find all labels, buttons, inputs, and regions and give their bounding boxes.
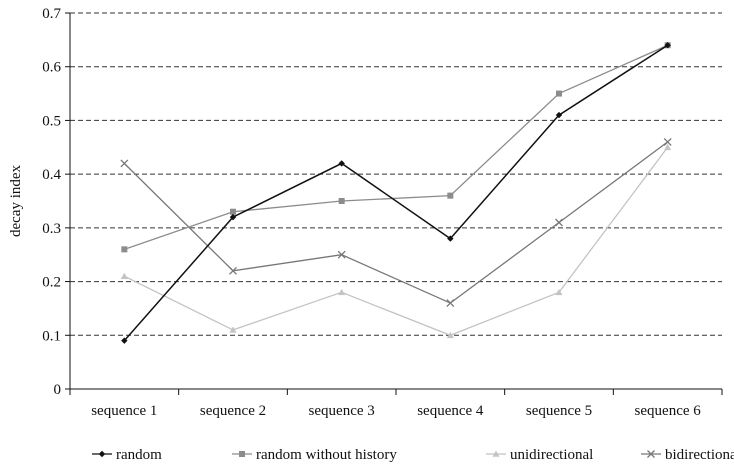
y-tick-label: 0.7 xyxy=(42,6,61,22)
data-point-random xyxy=(121,337,128,344)
legend-item-unidirectional: unidirectional xyxy=(486,447,593,463)
data-point-random-without-history xyxy=(447,192,454,199)
data-point-unidirectional xyxy=(664,143,672,151)
gridlines xyxy=(70,12,722,336)
y-tick-label: 0 xyxy=(54,382,62,398)
legend-item-bidirectional: bidirectional xyxy=(641,447,734,463)
data-point-random xyxy=(664,42,671,49)
x-tick-label: sequence 5 xyxy=(526,403,592,419)
y-axis-title: decay index xyxy=(8,164,24,237)
series-line-random-without-history xyxy=(124,44,668,250)
data-point-unidirectional xyxy=(229,326,237,333)
x-tick-label: sequence 1 xyxy=(91,403,157,419)
axes: 0 0.1 0.2 0.3 0.4 0.5 0.6 0.7 sequence 1 sequence… xyxy=(8,6,723,419)
data-point-bidirectional xyxy=(120,159,129,168)
legend-marker xyxy=(492,450,500,457)
series-line-unidirectional xyxy=(124,146,669,336)
data-point-unidirectional xyxy=(555,288,563,296)
legend-marker xyxy=(239,451,245,457)
y-tick-label: 0.1 xyxy=(42,328,61,344)
data-point-random-without-history xyxy=(230,208,236,215)
series-line-random xyxy=(123,44,669,342)
legend-label: bidirectional xyxy=(665,447,734,463)
legend-item-random: random xyxy=(92,447,162,463)
legend-label: random without history xyxy=(256,447,397,463)
data-point-random xyxy=(229,213,237,221)
x-tick-label: sequence 2 xyxy=(200,403,266,419)
data-point-unidirectional xyxy=(338,288,346,296)
y-tick-label: 0.4 xyxy=(42,167,61,183)
y-tick-label: 0.5 xyxy=(42,113,61,129)
data-point-unidirectional xyxy=(120,272,128,279)
x-tick-label: sequence 4 xyxy=(417,403,484,419)
data-point-bidirectional xyxy=(337,250,346,259)
legend-label: unidirectional xyxy=(510,447,593,463)
legend: random random without history unidirection… xyxy=(92,447,734,463)
legend-item-random-without-history: random without history xyxy=(232,447,397,463)
data-point-random-without-history xyxy=(556,90,562,97)
legend-marker xyxy=(647,450,655,458)
legend-label: random xyxy=(116,447,162,463)
series-random xyxy=(121,42,671,344)
series-lines xyxy=(120,42,672,344)
y-tick-label: 0.3 xyxy=(42,221,61,237)
data-point-random xyxy=(338,160,345,167)
data-point-random xyxy=(555,111,563,119)
series-random-without-history xyxy=(121,42,671,253)
y-tick-label: 0.6 xyxy=(42,60,61,76)
data-point-random xyxy=(447,235,454,242)
series-unidirectional xyxy=(120,143,672,339)
data-point-bidirectional xyxy=(663,137,672,146)
data-point-random-without-history xyxy=(121,246,128,253)
x-tick-label: sequence 6 xyxy=(635,403,702,419)
data-point-bidirectional xyxy=(555,218,563,227)
data-point-bidirectional xyxy=(446,299,455,308)
data-point-unidirectional xyxy=(446,331,454,339)
series-line-bidirectional xyxy=(123,141,669,304)
legend-marker xyxy=(98,450,106,458)
data-point-random-without-history xyxy=(338,198,345,204)
y-tick-label: 0.2 xyxy=(42,275,61,291)
data-point-bidirectional xyxy=(229,266,237,275)
series-bidirectional xyxy=(120,137,672,308)
x-tick-label: sequence 3 xyxy=(309,403,375,419)
